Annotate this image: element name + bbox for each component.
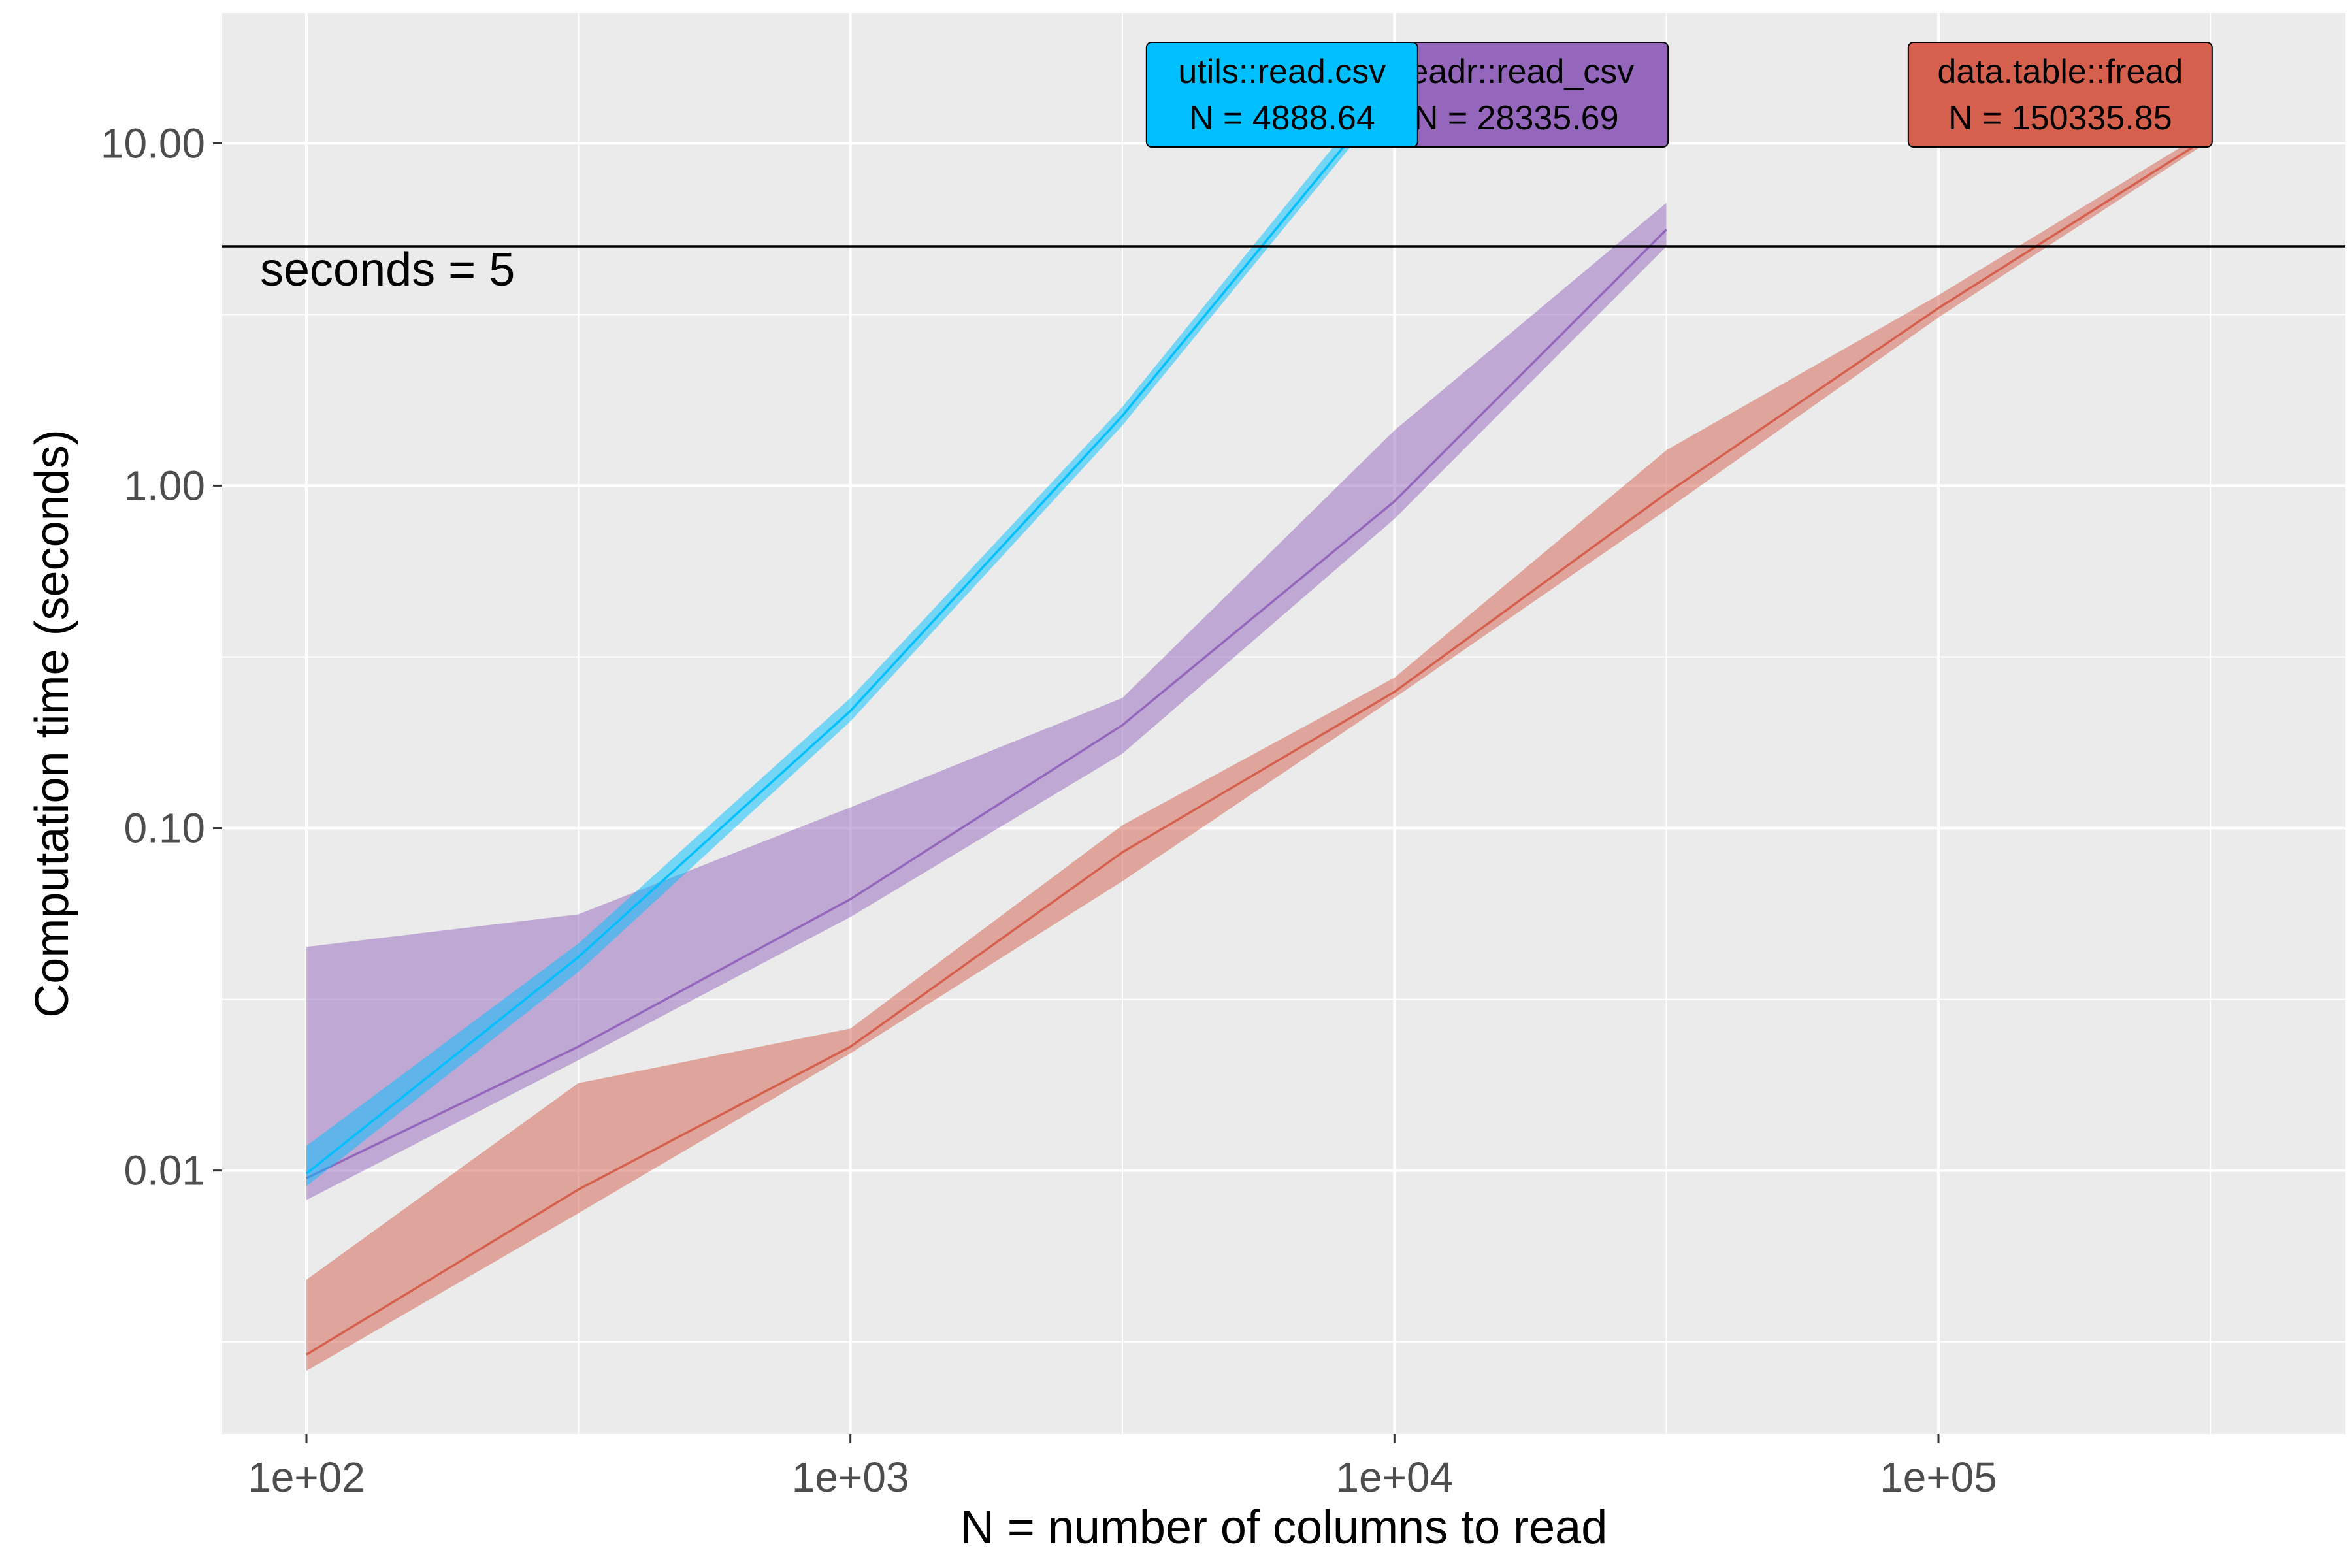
- series-band-0: [306, 203, 1667, 1200]
- series-label-name: data.table::fread: [1937, 53, 2183, 91]
- y-tick-label: 0.01: [123, 1147, 205, 1194]
- x-tick-label: 1e+04: [1335, 1454, 1453, 1501]
- x-axis-title: N = number of columns to read: [960, 1501, 1608, 1554]
- series-label-box: [1145, 42, 1418, 148]
- series-line-1: [306, 135, 2212, 1356]
- y-tick-label: 10.00: [101, 120, 205, 167]
- series-label-n: N = 150335.85: [1948, 99, 2172, 137]
- x-tick-label: 1e+05: [1880, 1454, 1997, 1501]
- y-axis-ticks: 0.01 0.10 1.00 10.00: [101, 120, 222, 1194]
- series-band-1: [306, 129, 2211, 1371]
- x-tick-label: 1e+03: [792, 1454, 909, 1501]
- series-line-0: [306, 229, 1667, 1179]
- series-line-2: [305, 84, 1396, 1175]
- series-band-2: [306, 71, 1395, 1186]
- grid-major: [222, 13, 2345, 1434]
- x-axis-ticks: 1e+02 1e+03 1e+04 1e+05: [248, 1434, 1997, 1501]
- y-tick-label: 0.10: [123, 805, 205, 852]
- series-layer: [305, 71, 2212, 1371]
- threshold-label: seconds = 5: [260, 244, 515, 296]
- series-label-n: N = 28335.69: [1414, 99, 1619, 137]
- series-label-name: utils::read.csv: [1178, 53, 1386, 91]
- y-axis-title: Computation time (seconds): [26, 429, 78, 1017]
- series-label-name: readr::read_csv: [1398, 53, 1634, 91]
- y-tick-label: 1.00: [123, 462, 205, 509]
- series-label-n: N = 4888.64: [1189, 99, 1375, 137]
- series-label-box: [1907, 42, 2213, 148]
- x-tick-label: 1e+02: [248, 1454, 365, 1501]
